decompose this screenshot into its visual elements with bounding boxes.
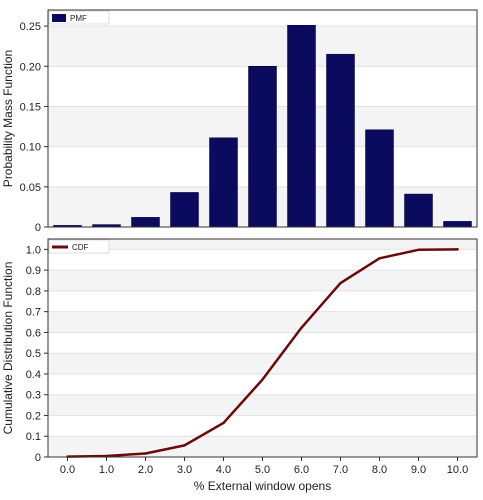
pmf-plot-border xyxy=(47,9,478,228)
pmf-bar xyxy=(287,25,316,228)
cdf-y-tick-label: 0.5 xyxy=(26,348,41,360)
cdf-x-tick-label: 10.0 xyxy=(447,464,468,476)
pmf-bar xyxy=(170,192,199,228)
cdf-x-tick-label: 5.0 xyxy=(255,464,270,476)
pmf-bar xyxy=(443,221,472,228)
cdf-y-tick-label: 0 xyxy=(35,452,41,464)
cdf-y-axis-label: Cumulative Distribution Function xyxy=(1,262,15,435)
pmf-y-tick-label: 0.25 xyxy=(20,21,41,33)
pmf-y-axis-label: Probability Mass Function xyxy=(1,50,15,187)
cdf-point xyxy=(300,326,303,329)
pmf-bar xyxy=(404,193,433,228)
cdf-point xyxy=(417,248,420,251)
cdf-grid-band xyxy=(48,311,477,333)
pmf-y-tick-label: 0.20 xyxy=(20,61,41,73)
pmf-bar xyxy=(131,217,160,228)
pmf-bar xyxy=(209,137,238,228)
pmf-bar xyxy=(365,129,394,228)
pmf-y-tick-label: 0.10 xyxy=(20,142,41,154)
pmf-y-tick-label: 0 xyxy=(35,222,41,234)
pmf-y-tick-label: 0.05 xyxy=(20,182,41,194)
cdf-y-tick-label: 0.4 xyxy=(26,369,41,381)
cdf-grid-band xyxy=(48,239,477,250)
cdf-grid-band xyxy=(48,394,477,416)
cdf-x-tick-label: 2.0 xyxy=(138,464,153,476)
cdf-point xyxy=(456,248,459,251)
pmf-y-tick-label: 0.15 xyxy=(20,101,41,113)
cdf-point xyxy=(261,378,264,381)
cdf-x-tick-label: 1.0 xyxy=(99,464,114,476)
pmf-legend-label: PMF xyxy=(70,14,87,23)
cdf-point xyxy=(183,444,186,447)
cdf-y-tick-label: 0.9 xyxy=(26,265,41,277)
cdf-point xyxy=(339,281,342,285)
cdf-point xyxy=(222,421,225,425)
cdf-y-tick-label: 1.0 xyxy=(26,244,41,256)
pmf-bar xyxy=(248,66,277,228)
cdf-y-tick-label: 0.7 xyxy=(26,307,41,319)
pmf-grid-band xyxy=(48,26,477,67)
cdf-legend-box xyxy=(48,239,110,254)
cdf-legend-label: CDF xyxy=(72,243,89,252)
cdf-x-tick-label: 7.0 xyxy=(333,464,348,476)
cdf-grid-band xyxy=(48,270,477,291)
cdf-y-tick-label: 0.2 xyxy=(26,410,41,422)
cdf-y-tick-label: 0.1 xyxy=(26,431,41,443)
pmf-legend-swatch xyxy=(52,14,66,22)
cdf-x-tick-label: 9.0 xyxy=(411,464,426,476)
cdf-grid-band xyxy=(48,353,477,374)
cdf-x-tick-label: 8.0 xyxy=(372,464,387,476)
cdf-x-tick-label: 6.0 xyxy=(294,464,309,476)
cdf-point xyxy=(378,257,381,260)
cdf-y-tick-label: 0.8 xyxy=(26,286,41,298)
cdf-x-tick-label: 4.0 xyxy=(216,464,231,476)
cdf-grid-band xyxy=(48,436,477,457)
cdf-y-tick-label: 0.3 xyxy=(26,390,41,402)
cdf-x-tick-label: 3.0 xyxy=(177,464,192,476)
pmf-bar xyxy=(326,53,355,228)
cdf-y-tick-label: 0.6 xyxy=(26,327,41,339)
cdf-point xyxy=(144,452,147,455)
cdf-x-axis-label: % External window opens xyxy=(194,479,331,493)
cdf-x-tick-label: 0.0 xyxy=(60,464,75,476)
